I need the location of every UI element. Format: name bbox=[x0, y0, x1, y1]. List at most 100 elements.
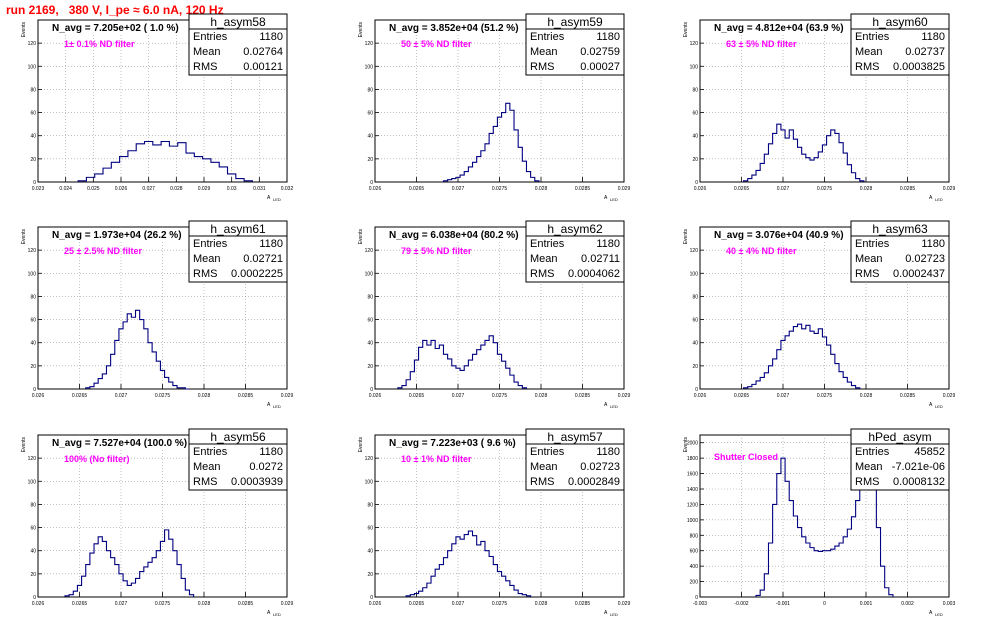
y-tick-label: 80 bbox=[30, 87, 36, 93]
y-tick-label: 0 bbox=[33, 595, 36, 601]
x-tick-label: 0.026 bbox=[32, 393, 45, 399]
y-tick-label: 100 bbox=[690, 271, 699, 277]
x-tick-label: 0.027 bbox=[142, 186, 155, 192]
stats-label-entries: Entries bbox=[530, 238, 565, 250]
x-tick-label: 0.0265 bbox=[409, 601, 425, 607]
x-tick-label: 0.029 bbox=[618, 393, 631, 399]
x-tick-label: 0.002 bbox=[901, 601, 914, 607]
y-tick-label: 120 bbox=[28, 456, 37, 462]
x-tick-label: 0.03 bbox=[227, 186, 237, 192]
y-tick-label: 60 bbox=[367, 111, 373, 117]
stats-label-mean: Mean bbox=[530, 46, 558, 58]
stats-box bbox=[188, 443, 288, 491]
stats-label-rms: RMS bbox=[855, 61, 879, 73]
panel-h_asym58: 0 20 40 60 80 100 120 0.023 0.024 0.025 0.026 0.027… bbox=[21, 13, 294, 202]
y-tick-label: 60 bbox=[30, 526, 36, 532]
x-tick-label: 0.028 bbox=[535, 601, 548, 607]
y-tick-label: 100 bbox=[365, 271, 374, 277]
filter-label: 100% (No filter) bbox=[64, 454, 130, 464]
y-tick-label: 200 bbox=[690, 580, 699, 586]
y-axis-title: Events bbox=[683, 437, 689, 453]
x-tick-label: 0.031 bbox=[253, 186, 266, 192]
histogram bbox=[64, 529, 195, 597]
x-tick-label: 0.028 bbox=[198, 393, 211, 399]
y-tick-label: 0 bbox=[695, 595, 698, 601]
histogram-outline bbox=[77, 140, 253, 182]
y-tick-label: 100 bbox=[365, 479, 374, 485]
histogram bbox=[405, 530, 532, 597]
stats-label-entries: Entries bbox=[855, 446, 890, 458]
stats-value-mean: 0.0272 bbox=[249, 461, 283, 473]
filter-label: Shutter Closed bbox=[714, 452, 778, 462]
stats-label-rms: RMS bbox=[193, 476, 217, 488]
x-tick-label: 0.029 bbox=[943, 393, 956, 399]
x-tick-label: 0.0275 bbox=[155, 601, 171, 607]
stats-value-rms: 0.0004062 bbox=[568, 268, 620, 280]
y-tick-label: 600 bbox=[690, 549, 699, 555]
y-tick-label: 40 bbox=[30, 549, 36, 555]
x-tick-label: 0.026 bbox=[369, 393, 382, 399]
x-tick-label: 0.027 bbox=[777, 186, 790, 192]
y-tick-label: 2000 bbox=[687, 441, 698, 447]
y-tick-label: 0 bbox=[370, 387, 373, 393]
y-tick-label: 120 bbox=[365, 41, 374, 47]
y-tick-label: 1600 bbox=[687, 472, 698, 478]
panel-h_asym63: 0 20 40 60 80 100 120 0.026 0.0265 0.027 0.0275 0.0… bbox=[683, 220, 956, 409]
y-tick-label: 60 bbox=[692, 318, 698, 324]
x-tick-label: 0.0275 bbox=[817, 186, 833, 192]
stats-label-rms: RMS bbox=[530, 61, 554, 73]
x-tick-label: 0.001 bbox=[860, 601, 873, 607]
stats-label-rms: RMS bbox=[530, 476, 554, 488]
stats-value-mean: 0.02711 bbox=[581, 253, 620, 265]
stats-label-mean: Mean bbox=[530, 253, 558, 265]
x-tick-label: 0.032 bbox=[281, 186, 294, 192]
y-tick-label: 1200 bbox=[687, 502, 698, 508]
stats-value-entries: 1180 bbox=[259, 31, 283, 43]
x-tick-label: 0.028 bbox=[535, 393, 548, 399]
x-axis-title: A bbox=[267, 195, 271, 201]
filter-label: 79 ± 5% ND filter bbox=[401, 246, 472, 256]
y-tick-label: 20 bbox=[367, 364, 373, 370]
stats-label-entries: Entries bbox=[855, 238, 890, 250]
y-tick-label: 100 bbox=[28, 271, 37, 277]
n-avg-background bbox=[39, 21, 188, 35]
stats-value-mean: -7.021e-06 bbox=[892, 461, 945, 473]
n-avg-background bbox=[701, 228, 850, 242]
stats-value-entries: 1180 bbox=[921, 31, 945, 43]
x-axis-title-sub: LED bbox=[273, 197, 281, 202]
histogram-outline bbox=[85, 309, 190, 390]
histogram-name: h_asym58 bbox=[210, 15, 266, 29]
stats-label-entries: Entries bbox=[193, 446, 228, 458]
y-tick-label: 80 bbox=[30, 502, 36, 508]
x-tick-label: 0.026 bbox=[32, 601, 45, 607]
stats-label-mean: Mean bbox=[855, 461, 883, 473]
y-tick-label: 40 bbox=[30, 341, 36, 347]
y-tick-label: 20 bbox=[692, 157, 698, 163]
x-tick-label: -0.003 bbox=[693, 601, 707, 607]
x-tick-label: -0.002 bbox=[734, 601, 748, 607]
y-tick-label: 20 bbox=[367, 572, 373, 578]
x-tick-label: 0.0285 bbox=[575, 393, 591, 399]
stats-value-rms: 0.0003939 bbox=[231, 476, 283, 488]
y-tick-label: 120 bbox=[365, 456, 374, 462]
y-axis-title: Events bbox=[358, 22, 364, 38]
x-tick-label: 0.027 bbox=[115, 393, 128, 399]
x-tick-label: -0.001 bbox=[776, 601, 790, 607]
stats-label-rms: RMS bbox=[855, 476, 879, 488]
y-tick-label: 100 bbox=[690, 64, 699, 70]
y-tick-label: 20 bbox=[30, 157, 36, 163]
y-axis-title: Events bbox=[21, 437, 27, 453]
stats-value-entries: 1180 bbox=[596, 446, 620, 458]
x-axis-title: A bbox=[929, 610, 933, 616]
stats-label-mean: Mean bbox=[530, 461, 558, 473]
x-tick-label: 0.027 bbox=[452, 601, 465, 607]
n-avg-background bbox=[701, 21, 850, 35]
x-tick-label: 0.0265 bbox=[72, 393, 88, 399]
panel-h_asym60: 0 20 40 60 80 100 120 0.026 0.0265 0.027 0.0275 0.0… bbox=[683, 13, 955, 202]
stats-value-rms: 0.0008132 bbox=[893, 476, 945, 488]
y-tick-label: 80 bbox=[367, 294, 373, 300]
histogram-name: h_asym59 bbox=[547, 15, 603, 29]
x-axis-title: A bbox=[604, 402, 608, 408]
n-avg-label: N_avg = 7.527e+04 (100.0 %) bbox=[52, 438, 187, 449]
